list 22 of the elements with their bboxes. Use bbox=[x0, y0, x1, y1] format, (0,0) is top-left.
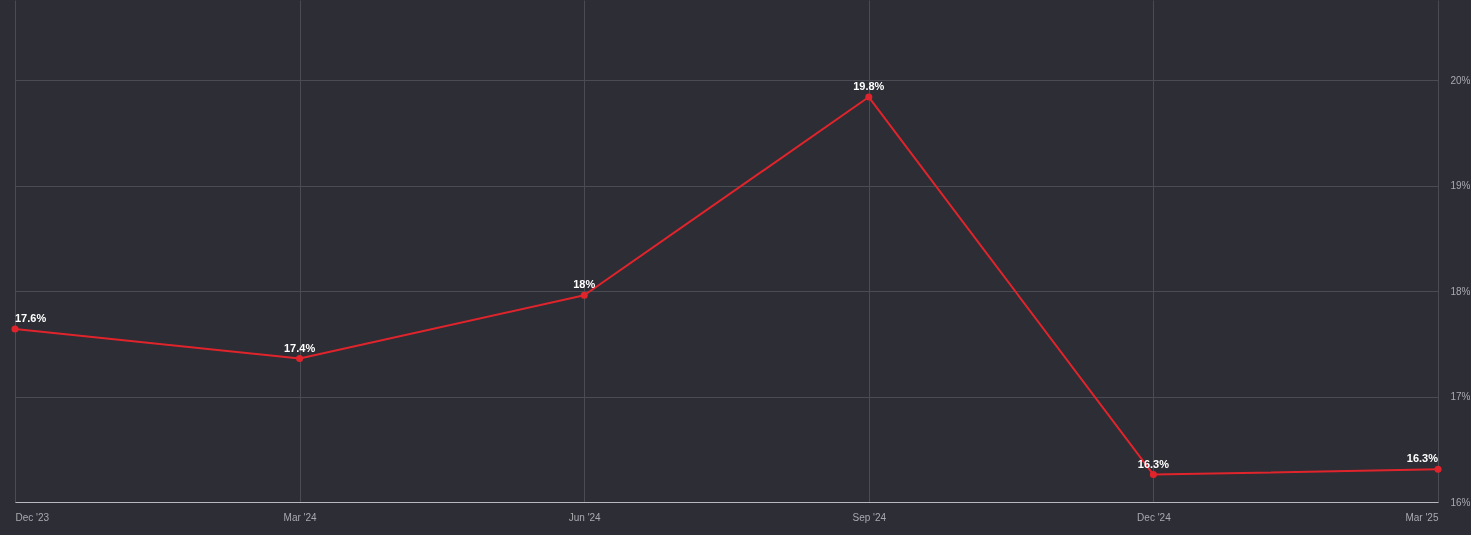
data-label: 18% bbox=[573, 278, 596, 291]
y-tick-label: 19% bbox=[1450, 180, 1471, 192]
data-label: 16.3% bbox=[1406, 452, 1439, 465]
x-tick-label: Jun '24 bbox=[568, 511, 602, 523]
point bbox=[1434, 465, 1442, 473]
x-tick-label: Sep '24 bbox=[852, 511, 887, 523]
x-tick-label: Dec '23 bbox=[15, 511, 50, 523]
point bbox=[865, 93, 873, 101]
x-tick-label: Mar '24 bbox=[283, 511, 318, 523]
y-tick-label: 20% bbox=[1450, 74, 1471, 86]
point bbox=[296, 355, 304, 363]
y-tick-label: 17% bbox=[1450, 391, 1471, 403]
x-tick-label: Mar '25 bbox=[1405, 511, 1439, 523]
point bbox=[11, 325, 19, 333]
y-tick-label: 16% bbox=[1450, 496, 1471, 508]
point bbox=[580, 291, 588, 299]
point bbox=[1149, 471, 1157, 479]
data-label: 19.8% bbox=[853, 80, 885, 93]
x-tick-label: Dec '24 bbox=[1137, 511, 1172, 523]
y-tick-label: 18% bbox=[1450, 285, 1471, 297]
data-label: 17.6% bbox=[15, 312, 47, 325]
data-label: 17.4% bbox=[284, 341, 316, 354]
